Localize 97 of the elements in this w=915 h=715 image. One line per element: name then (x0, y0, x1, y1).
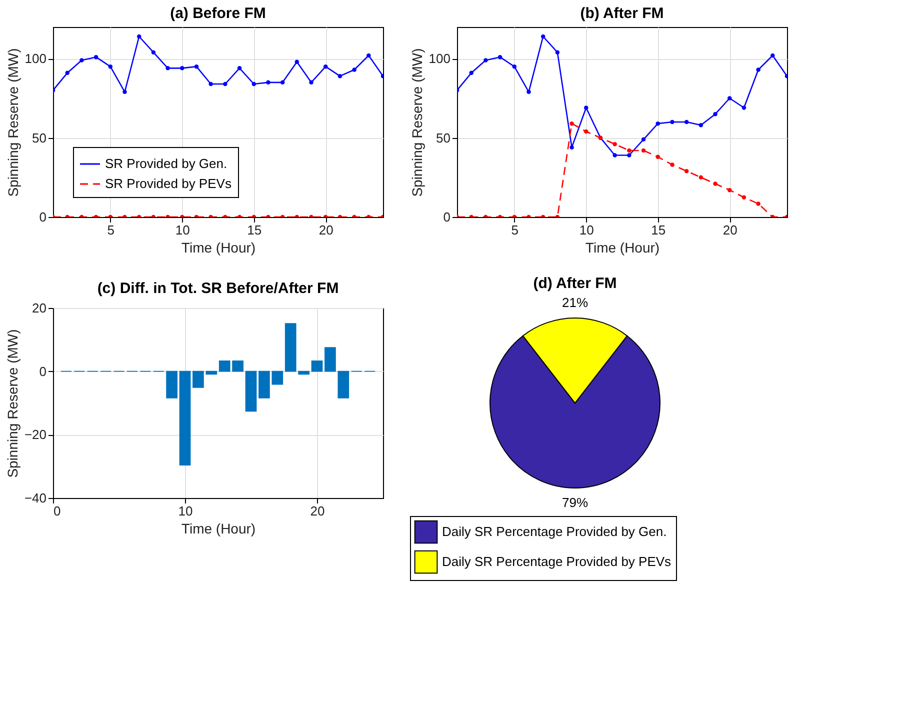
x-tick-label: 15 (651, 222, 666, 238)
x-axis-title: Time (Hour) (585, 240, 660, 256)
y-tick-label: 50 (436, 130, 450, 146)
x-tick-label: 20 (310, 504, 325, 518)
chart-title: (b) After FM (580, 5, 664, 22)
point (627, 148, 632, 153)
y-tick-label: 20 (32, 300, 46, 316)
point (309, 80, 314, 85)
point (698, 123, 704, 128)
point (512, 64, 517, 69)
chart-title: (d) After FM (533, 275, 617, 292)
point (727, 188, 732, 192)
point (237, 66, 242, 70)
point (727, 96, 732, 100)
point (540, 34, 546, 39)
point (352, 68, 356, 72)
y-tick-label: 0 (39, 364, 46, 379)
x-tick-label: 5 (511, 222, 519, 238)
legend-label: Daily SR Percentage Provided by PEVs (442, 554, 672, 569)
y-tick-label: 50 (32, 130, 46, 146)
point (584, 106, 588, 110)
point (80, 58, 84, 62)
point (252, 82, 256, 86)
y-tick-label: 0 (39, 210, 46, 224)
x-axis-title: Time (Hour) (181, 520, 256, 536)
y-tick-label: 100 (24, 51, 46, 66)
point (756, 202, 760, 206)
point (294, 60, 300, 64)
point (526, 90, 531, 94)
chart-title: (a) Before FM (170, 5, 266, 22)
point (570, 121, 574, 126)
data-label: 79% (562, 495, 588, 510)
point (208, 82, 213, 86)
y-axis-title: Spinning Reserve (MW) (4, 329, 20, 478)
x-tick-label: 5 (107, 222, 115, 238)
point (641, 148, 646, 153)
point (94, 54, 98, 60)
point (366, 53, 371, 58)
point (612, 153, 617, 158)
point (770, 53, 775, 58)
point (684, 120, 689, 124)
point (627, 153, 632, 158)
legend-label: SR Provided by Gen. (105, 156, 228, 171)
legend-label: SR Provided by PEVs (105, 176, 232, 191)
x-tick-label: 20 (722, 222, 738, 238)
bar (311, 360, 323, 372)
bar (245, 370, 257, 412)
point (223, 82, 228, 86)
x-tick-label: 0 (54, 504, 61, 518)
chart-title: (c) Diff. in Tot. SR Before/After FM (97, 280, 339, 297)
point (570, 145, 574, 150)
y-tick-label: 0 (443, 210, 450, 224)
point (498, 54, 502, 60)
legend-label: Daily SR Percentage Provided by Gen. (442, 524, 667, 539)
x-tick-label: 20 (318, 222, 334, 238)
point (670, 162, 674, 167)
point (151, 50, 156, 54)
point (742, 195, 746, 200)
point (180, 66, 184, 70)
point (122, 90, 127, 94)
data-label: 21% (562, 295, 588, 310)
point (194, 64, 199, 69)
point (65, 70, 70, 76)
x-tick-label: 15 (247, 222, 262, 238)
x-tick-label: 10 (175, 222, 190, 238)
point (323, 64, 328, 69)
point (756, 68, 760, 72)
point (684, 168, 689, 174)
point (338, 74, 342, 78)
x-axis-title: Time (Hour) (181, 240, 256, 256)
point (166, 66, 170, 70)
y-tick-label: −40 (24, 490, 46, 506)
point (584, 129, 588, 134)
point (555, 50, 560, 54)
point (713, 182, 718, 186)
point (469, 70, 474, 76)
point (698, 175, 704, 180)
bar (179, 370, 191, 466)
y-tick-label: 100 (428, 51, 450, 66)
y-axis-title: Spinning Reserve (MW) (408, 48, 425, 197)
point (713, 112, 718, 116)
point (656, 154, 660, 159)
bar (166, 370, 178, 398)
point (612, 142, 617, 146)
x-tick-label: 10 (178, 504, 193, 518)
point (742, 106, 746, 110)
point (108, 64, 113, 69)
point (136, 34, 142, 39)
point (670, 120, 674, 124)
y-axis-title: Spinning Reserve (MW) (4, 48, 21, 197)
point (641, 137, 646, 142)
y-tick-label: −20 (24, 427, 46, 442)
point (484, 58, 488, 62)
point (656, 121, 660, 126)
point (266, 80, 270, 85)
point (280, 80, 285, 85)
x-tick-label: 10 (579, 222, 594, 238)
